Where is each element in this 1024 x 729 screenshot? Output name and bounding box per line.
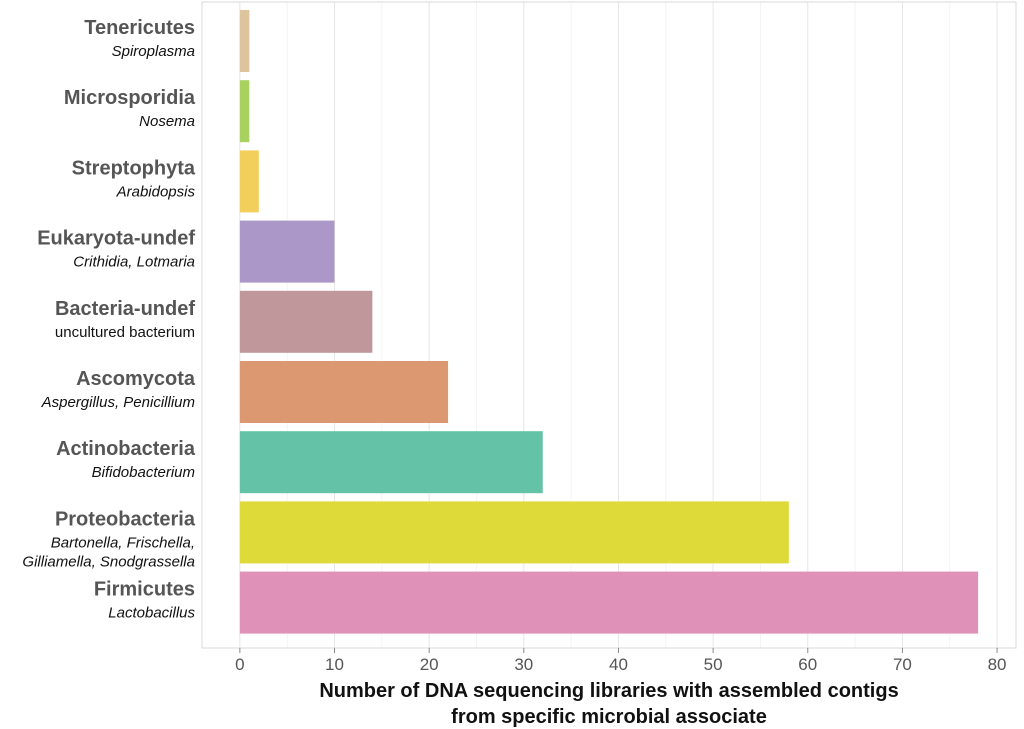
y-axis-labels: Tenericutes Spiroplasma Microsporidia Nosem…: [22, 17, 195, 622]
category-label: Streptophyta: [72, 157, 196, 179]
category-label: Tenericutes: [84, 17, 195, 39]
x-tick-label: 40: [609, 655, 628, 674]
bar-eukaryota-undef: [239, 220, 335, 283]
bar-tenericutes: [239, 10, 250, 72]
x-tick-label: 80: [988, 655, 1007, 674]
category-genus-label: Crithidia, Lotmaria: [73, 254, 195, 271]
category-genus-label: Spiroplasma: [112, 43, 195, 60]
category-label: Eukaryota-undef: [37, 228, 195, 250]
category-genus-label: Bifidobacterium: [92, 464, 195, 481]
bars: [239, 10, 979, 634]
x-tick-label: 20: [420, 655, 439, 674]
category-genus-label: Bartonella, Frischella,: [51, 534, 195, 551]
category-label: Firmicutes: [94, 579, 195, 601]
bar-actinobacteria: [239, 431, 543, 494]
bar-proteobacteria: [239, 501, 789, 564]
category-label: Ascomycota: [76, 368, 196, 390]
x-tick-label: 30: [514, 655, 533, 674]
category-label: Microsporidia: [64, 87, 196, 109]
x-tick-label: 60: [798, 655, 817, 674]
bar-ascomycota: [239, 361, 449, 423]
bar-firmicutes: [239, 571, 979, 634]
grid: [239, 2, 998, 648]
category-label: Actinobacteria: [56, 438, 196, 460]
x-axis-title-line-1: Number of DNA sequencing libraries with …: [319, 680, 898, 702]
category-label: Bacteria-undef: [55, 298, 195, 320]
category-genus-label: Aspergillus, Penicillium: [41, 394, 195, 411]
bar-streptophyta: [239, 150, 259, 213]
x-tick-label: 10: [325, 655, 344, 674]
plot-panel-border: [201, 1, 1017, 649]
category-genus-label: uncultured bacterium: [55, 324, 195, 341]
x-tick-label: 70: [893, 655, 912, 674]
category-genus-label: Arabidopsis: [116, 183, 196, 200]
category-label: Proteobacteria: [55, 508, 196, 530]
bar-microsporidia: [239, 80, 250, 143]
x-tick-label: 50: [704, 655, 723, 674]
category-genus-label: Nosema: [139, 113, 195, 130]
x-axis: 0 10 20 30 40 50 60 70 80: [235, 648, 1007, 674]
x-tick-label: 0: [235, 655, 244, 674]
bar-bacteria-undef: [239, 290, 373, 353]
category-genus-label: Lactobacillus: [108, 605, 195, 622]
x-axis-title-line-2: from specific microbial associate: [451, 706, 767, 728]
category-genus-label: Gilliamella, Snodgrassella: [22, 553, 195, 570]
